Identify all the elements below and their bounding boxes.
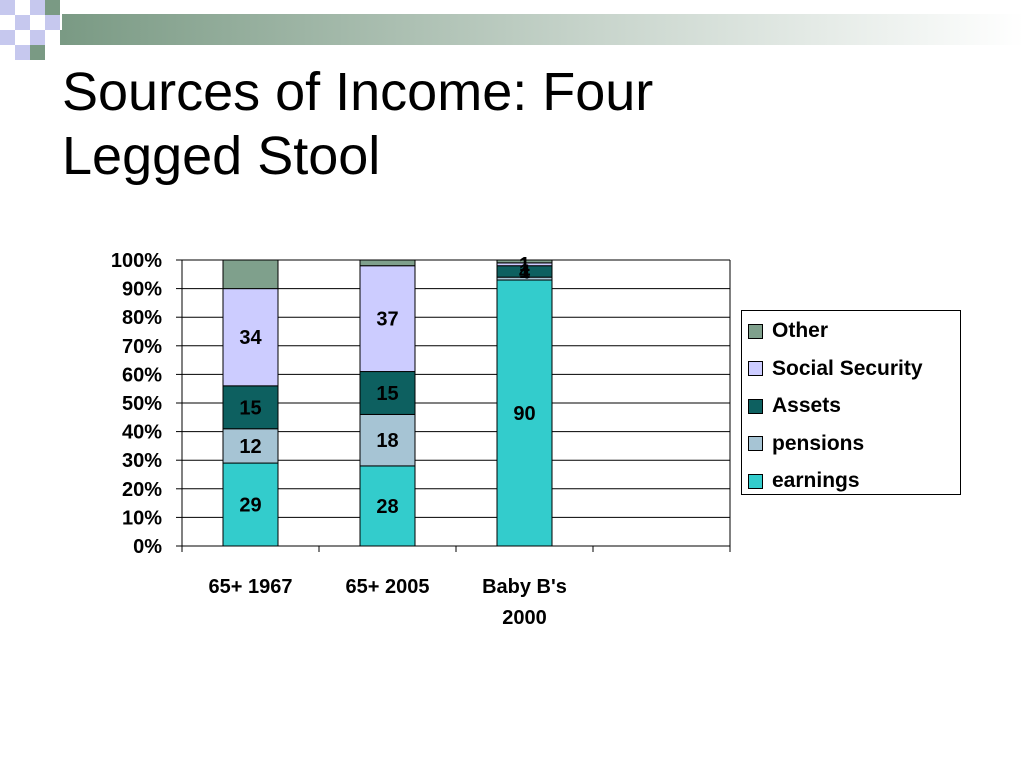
x-tick-label: Baby B's	[482, 576, 567, 598]
data-label: 90	[513, 403, 535, 425]
slide-title-line-1: Sources of Income: Four	[62, 62, 654, 122]
data-label: 18	[376, 430, 398, 452]
x-tick-label: 65+ 1967	[209, 576, 293, 598]
y-tick-label: 50%	[122, 393, 162, 415]
bar-segment-assets	[359, 371, 416, 415]
bar-segment-other	[359, 259, 416, 267]
bar-segment-other	[222, 259, 279, 290]
legend-swatch	[748, 436, 763, 451]
legend-swatch	[748, 398, 763, 414]
data-label: 34	[239, 327, 262, 349]
slide-title-line-2: Legged Stool	[62, 126, 381, 186]
data-label: 37	[376, 309, 398, 331]
y-tick-label: 30%	[122, 450, 162, 472]
bar-segment-earnings	[496, 279, 553, 547]
y-tick-label: 20%	[122, 479, 162, 501]
bar-segment-pensions	[359, 413, 416, 467]
legend-label: Social Security	[772, 356, 923, 380]
data-label: 12	[239, 436, 261, 458]
data-label: 15	[376, 383, 398, 405]
y-tick-label: 0%	[133, 536, 162, 558]
data-label: 1	[519, 261, 530, 283]
header-decoration	[0, 0, 1024, 60]
bar-segment-social-security	[222, 288, 279, 387]
legend-item: Other	[748, 318, 828, 344]
legend-item: Social Security	[748, 356, 923, 382]
x-tick-label: 2000	[502, 607, 547, 629]
data-label: 29	[239, 495, 261, 517]
legend-item: pensions	[748, 431, 864, 457]
bar-segment-earnings	[359, 465, 416, 547]
bar-segment-earnings	[222, 462, 279, 547]
y-tick-label: 70%	[122, 336, 162, 358]
y-tick-label: 60%	[122, 364, 162, 386]
legend-item: earnings	[748, 468, 860, 494]
x-tick-label: 65+ 2005	[346, 576, 430, 598]
bar-segment-other	[496, 259, 553, 264]
bar-segment-assets	[222, 385, 279, 430]
data-label: 4	[519, 261, 531, 283]
legend-swatch	[748, 323, 763, 339]
bar-segment-social-security	[359, 265, 416, 373]
legend-swatch	[748, 361, 763, 376]
y-tick-label: 100%	[111, 250, 162, 272]
legend-label: earnings	[772, 469, 860, 492]
legend-label: pensions	[772, 431, 865, 455]
data-label: 1	[519, 254, 530, 276]
legend-label: Other	[772, 319, 829, 342]
y-tick-label: 10%	[122, 507, 162, 529]
legend-swatch	[748, 473, 763, 489]
chart-legend: Other Social Security Assets pensions earnin…	[741, 310, 961, 495]
legend-label: Assets	[772, 394, 841, 417]
legend-item: Assets	[748, 393, 841, 419]
data-label: 15	[239, 397, 261, 419]
y-tick-label: 40%	[122, 422, 162, 444]
data-label: 28	[376, 496, 398, 518]
y-tick-label: 80%	[122, 307, 162, 329]
bar-segment-pensions	[222, 428, 279, 464]
slide-title: Sources of Income: Four Legged Stool	[62, 60, 962, 188]
y-tick-label: 90%	[122, 279, 162, 301]
